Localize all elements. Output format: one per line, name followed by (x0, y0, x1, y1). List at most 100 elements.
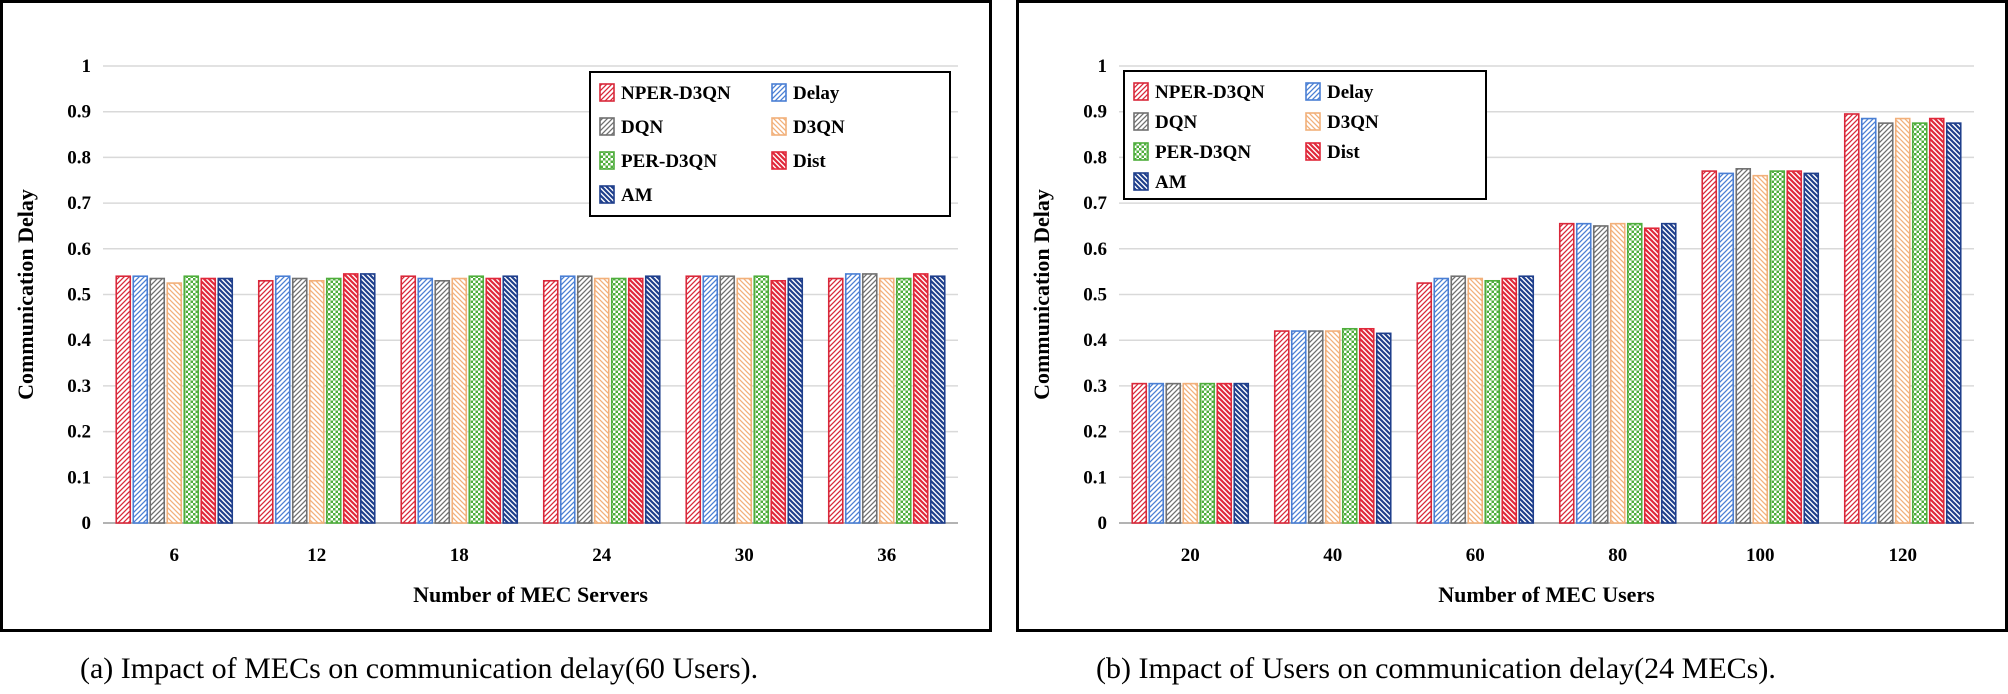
bar-d3qn-36 (878, 277, 895, 524)
x-tick-label: 20 (1181, 545, 1200, 566)
bar-am-80 (1660, 222, 1677, 524)
y-tick-label: 0.1 (67, 467, 91, 488)
legend-swatch-delay (1305, 82, 1321, 101)
x-axis-title: Number of MEC Users (1438, 582, 1655, 607)
y-tick-label: 0.8 (67, 147, 91, 168)
chart-a-canvas: 0 0.1 0.2 0.3 0.4 0.5 0.6 0.7 0.8 0.9 1 6 12 18 24 30 36… (13, 56, 958, 607)
legend-swatch-per-d3qn (599, 151, 615, 170)
x-tick-label: 24 (592, 545, 612, 566)
bar-nper-d3qn-36 (827, 277, 844, 524)
x-axis-title: Number of MEC Servers (413, 582, 648, 607)
y-tick-label: 0.9 (67, 102, 91, 123)
y-tick-label: 0 (82, 513, 92, 534)
legend-label-d3qn: D3QN (793, 117, 845, 138)
bar-d3qn-120 (1894, 117, 1911, 524)
bar-delay-12 (274, 275, 291, 524)
legend-label-dist: Dist (793, 151, 826, 172)
caption-b: (b) Impact of Users on communication del… (1096, 652, 1776, 685)
y-tick-label: 0.7 (1083, 193, 1107, 214)
legend-label-per-d3qn: PER-D3QN (621, 151, 717, 172)
bar-per-d3qn-60 (1484, 279, 1501, 524)
bar-per-d3qn-80 (1626, 222, 1643, 524)
bar-dist-30 (770, 279, 787, 524)
legend-swatch-delay (771, 83, 787, 102)
legend-label-nper-d3qn: NPER-D3QN (621, 83, 731, 104)
bar-nper-d3qn-100 (1701, 170, 1718, 524)
y-tick-label: 0.1 (1083, 467, 1107, 488)
y-tick-label: 0.5 (1083, 285, 1107, 306)
bar-dist-6 (200, 277, 217, 524)
bar-d3qn-18 (451, 277, 468, 524)
bar-delay-36 (844, 273, 861, 524)
bar-per-d3qn-18 (468, 275, 485, 524)
y-axis-title: Communication Delay (13, 189, 38, 400)
legend-swatch-am (599, 185, 615, 204)
y-tick-label: 1 (82, 56, 92, 77)
bar-per-d3qn-40 (1341, 327, 1358, 524)
x-tick-label: 18 (450, 545, 469, 566)
bar-am-18 (502, 275, 519, 524)
bar-nper-d3qn-12 (257, 279, 274, 524)
bar-delay-120 (1860, 117, 1877, 524)
legend-label-d3qn: D3QN (1327, 112, 1379, 133)
bar-per-d3qn-24 (610, 277, 627, 524)
bar-am-60 (1518, 275, 1535, 524)
bar-dist-60 (1501, 277, 1518, 524)
y-tick-label: 0 (1098, 513, 1108, 534)
bar-am-36 (929, 275, 946, 524)
bar-nper-d3qn-20 (1131, 382, 1148, 524)
bar-dqn-100 (1735, 168, 1752, 524)
legend: NPER-D3QN Delay DQN D3QN PER-D3QN Dist AM (589, 71, 951, 217)
bar-delay-100 (1718, 172, 1735, 524)
x-tick-label: 120 (1889, 545, 1918, 566)
x-tick-label: 100 (1746, 545, 1775, 566)
y-tick-label: 0.3 (67, 376, 91, 397)
bar-am-6 (217, 277, 234, 524)
bar-dist-120 (1928, 117, 1945, 524)
y-tick-label: 1 (1098, 56, 1108, 77)
bar-d3qn-100 (1752, 174, 1769, 524)
bar-dqn-18 (434, 279, 451, 524)
legend-label-nper-d3qn: NPER-D3QN (1155, 82, 1265, 103)
bar-delay-6 (132, 275, 149, 524)
y-tick-label: 0.2 (67, 422, 91, 443)
bar-d3qn-24 (593, 277, 610, 524)
legend-label-am: AM (1155, 172, 1187, 193)
y-tick-label: 0.2 (1083, 422, 1107, 443)
x-tick-label: 30 (735, 545, 754, 566)
bar-delay-40 (1290, 330, 1307, 524)
bar-dqn-36 (861, 273, 878, 524)
y-tick-label: 0.6 (1083, 239, 1107, 260)
y-tick-label: 0.6 (67, 239, 91, 260)
bar-am-24 (644, 275, 661, 524)
bar-d3qn-6 (166, 282, 183, 524)
bar-dqn-24 (576, 275, 593, 524)
x-tick-label: 80 (1608, 545, 1627, 566)
bar-per-d3qn-12 (325, 277, 342, 524)
x-tick-label: 6 (170, 545, 180, 566)
y-tick-label: 0.4 (1083, 330, 1107, 351)
bar-dqn-40 (1307, 330, 1324, 524)
legend-swatch-nper-d3qn (1133, 82, 1149, 101)
bar-nper-d3qn-18 (400, 275, 417, 524)
bar-am-30 (787, 277, 804, 524)
bar-dqn-20 (1165, 382, 1182, 524)
bar-d3qn-40 (1324, 330, 1341, 524)
bar-dqn-6 (149, 277, 166, 524)
bar-d3qn-20 (1182, 382, 1199, 524)
bar-dist-100 (1786, 170, 1803, 524)
legend-label-dqn: DQN (1155, 112, 1198, 133)
y-tick-label: 0.4 (67, 330, 91, 351)
bar-per-d3qn-120 (1911, 122, 1928, 524)
bar-per-d3qn-20 (1199, 382, 1216, 524)
chart-panel-a: 0 0.1 0.2 0.3 0.4 0.5 0.6 0.7 0.8 0.9 1 6 12 18 24 30 36… (0, 0, 992, 632)
x-tick-label: 60 (1466, 545, 1485, 566)
legend: NPER-D3QN Delay DQN D3QN PER-D3QN Dist AM (1123, 70, 1487, 200)
chart-panel-b: 0 0.1 0.2 0.3 0.4 0.5 0.6 0.7 0.8 0.9 1 20 40 60 80 100… (1016, 0, 2008, 632)
x-tick-label: 36 (877, 545, 896, 566)
legend-swatch-am (1133, 172, 1149, 191)
y-tick-label: 0.7 (67, 193, 91, 214)
bar-am-100 (1803, 172, 1820, 524)
bar-nper-d3qn-6 (115, 275, 132, 524)
